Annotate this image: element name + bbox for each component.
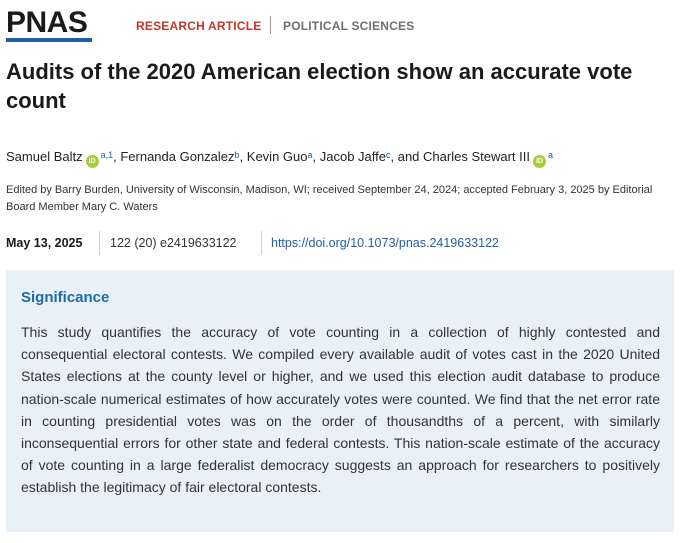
logo-underline bbox=[6, 38, 92, 42]
volume-issue: 122 (20) e2419633122 bbox=[110, 236, 237, 250]
header-divider bbox=[270, 16, 271, 34]
author-name[interactable]: Samuel Baltz bbox=[6, 149, 83, 164]
author-separator: , bbox=[312, 149, 320, 164]
affiliation-ref[interactable]: a bbox=[307, 150, 313, 160]
author-name[interactable]: Fernanda Gonzalez bbox=[120, 149, 235, 164]
editorial-info: Edited by Barry Burden, University of Wi… bbox=[6, 184, 653, 213]
doi-link[interactable]: https://doi.org/10.1073/pnas.2419633122 bbox=[271, 236, 499, 250]
affiliation-ref[interactable]: a,1 bbox=[100, 150, 114, 160]
publication-date: May 13, 2025 bbox=[6, 236, 83, 250]
orcid-icon[interactable]: iD bbox=[85, 155, 99, 168]
meta-divider bbox=[261, 231, 262, 255]
pnas-logo[interactable]: PNAS bbox=[6, 6, 88, 39]
article-type-label[interactable]: RESEARCH ARTICLE bbox=[136, 19, 262, 33]
author-name[interactable]: Kevin Guo bbox=[246, 149, 308, 164]
affiliation-ref[interactable]: c bbox=[386, 150, 391, 160]
author-name[interactable]: Jacob Jaffe bbox=[319, 149, 386, 164]
affiliation-ref[interactable]: a bbox=[547, 150, 553, 160]
journal-header: PNAS RESEARCH ARTICLE POLITICAL SCIENCES bbox=[6, 8, 676, 44]
author-name[interactable]: Charles Stewart III bbox=[423, 149, 530, 164]
author-separator: , bbox=[113, 149, 121, 164]
significance-heading: Significance bbox=[21, 289, 110, 306]
author-separator: , bbox=[239, 149, 247, 164]
significance-box: Significance This study quantifies the a… bbox=[6, 270, 674, 532]
affiliation-ref[interactable]: b bbox=[234, 150, 240, 160]
significance-text: This study quantifies the accuracy of vo… bbox=[21, 324, 660, 496]
author-list: Samuel Baltz iDa,1, Fernanda Gonzalezb, K… bbox=[6, 148, 681, 168]
author-separator: , and bbox=[390, 149, 424, 164]
meta-divider bbox=[99, 231, 100, 255]
article-title: Audits of the 2020 American election sho… bbox=[6, 59, 633, 113]
publication-meta: May 13, 2025 122 (20) e2419633122 https:… bbox=[6, 231, 678, 255]
orcid-icon[interactable]: iD bbox=[532, 155, 546, 168]
subject-label[interactable]: POLITICAL SCIENCES bbox=[283, 19, 415, 33]
